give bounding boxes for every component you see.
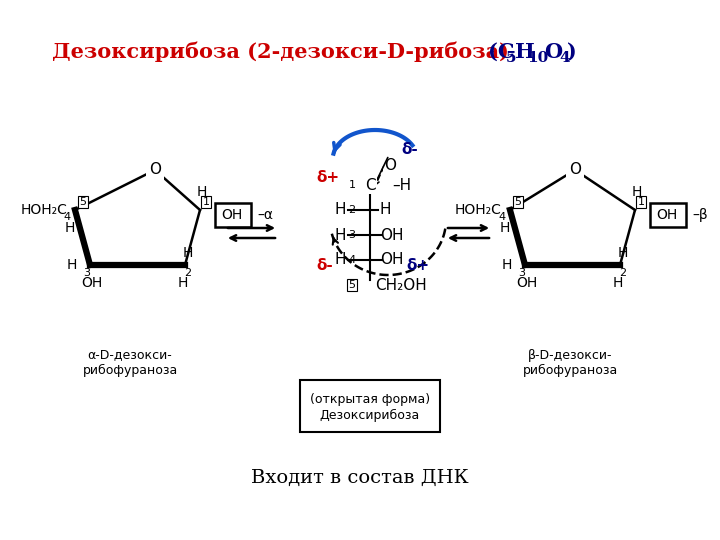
Text: α-D-дезокси-: α-D-дезокси-: [88, 348, 172, 361]
Text: ): ): [567, 42, 577, 62]
Text: H: H: [334, 202, 346, 218]
Text: O: O: [569, 163, 581, 178]
Text: C: C: [365, 178, 375, 192]
FancyBboxPatch shape: [215, 203, 251, 227]
Text: H: H: [334, 253, 346, 267]
Text: рибофураноза: рибофураноза: [82, 363, 178, 376]
Text: δ-: δ-: [317, 258, 333, 273]
Text: HOH₂C: HOH₂C: [20, 203, 67, 217]
Text: 4: 4: [498, 212, 505, 222]
Text: 2: 2: [184, 268, 192, 278]
Text: CH₂OH: CH₂OH: [375, 278, 427, 293]
Text: OH: OH: [81, 276, 103, 290]
Text: 5: 5: [348, 280, 356, 290]
Text: δ-: δ-: [402, 143, 418, 158]
FancyBboxPatch shape: [650, 203, 686, 227]
Text: H: H: [67, 258, 77, 272]
Text: H: H: [502, 258, 512, 272]
Text: Входит в состав ДНК: Входит в состав ДНК: [251, 469, 469, 487]
Text: H: H: [613, 276, 624, 290]
Text: 1: 1: [348, 180, 356, 190]
Text: 5: 5: [515, 197, 521, 207]
Text: (C: (C: [488, 42, 515, 62]
Text: OH: OH: [221, 208, 243, 222]
Text: H: H: [183, 246, 193, 260]
Text: O: O: [544, 42, 562, 62]
Text: (открытая форма): (открытая форма): [310, 394, 430, 407]
Text: 4: 4: [348, 255, 356, 265]
Text: 5: 5: [506, 51, 516, 65]
Text: 10: 10: [527, 51, 548, 65]
Text: O: O: [149, 163, 161, 178]
Text: H: H: [197, 185, 207, 199]
Text: HOH₂C: HOH₂C: [455, 203, 502, 217]
Text: 3: 3: [348, 230, 356, 240]
Text: 5: 5: [79, 197, 86, 207]
Text: OH: OH: [516, 276, 538, 290]
Text: 4: 4: [63, 212, 71, 222]
FancyBboxPatch shape: [300, 380, 440, 432]
Text: 2: 2: [619, 268, 626, 278]
Text: –β: –β: [692, 208, 708, 222]
Text: H: H: [632, 185, 642, 199]
Text: –H: –H: [392, 178, 411, 192]
Text: H: H: [65, 221, 75, 235]
Text: OH: OH: [657, 208, 678, 222]
Text: рибофураноза: рибофураноза: [523, 363, 618, 376]
Text: OH: OH: [380, 227, 404, 242]
Text: δ+: δ+: [316, 171, 340, 186]
Text: H: H: [334, 227, 346, 242]
Text: 1: 1: [637, 197, 644, 207]
Text: H: H: [515, 42, 535, 62]
Text: OH: OH: [380, 253, 404, 267]
Text: H: H: [500, 221, 510, 235]
Text: H: H: [178, 276, 188, 290]
Text: O: O: [384, 158, 396, 172]
Text: 3: 3: [518, 268, 526, 278]
Text: Дезоксирибоза: Дезоксирибоза: [320, 408, 420, 422]
Text: H: H: [618, 246, 628, 260]
Text: –α: –α: [257, 208, 273, 222]
Text: Дезоксирибоза (2-дезокси-D-рибоза): Дезоксирибоза (2-дезокси-D-рибоза): [52, 42, 516, 62]
Text: 4: 4: [559, 51, 570, 65]
Text: β-D-дезокси-: β-D-дезокси-: [528, 348, 612, 361]
Text: H: H: [379, 202, 391, 218]
Text: 1: 1: [202, 197, 210, 207]
Text: δ+: δ+: [406, 258, 430, 273]
Text: 2: 2: [348, 205, 356, 215]
Text: 3: 3: [84, 268, 91, 278]
